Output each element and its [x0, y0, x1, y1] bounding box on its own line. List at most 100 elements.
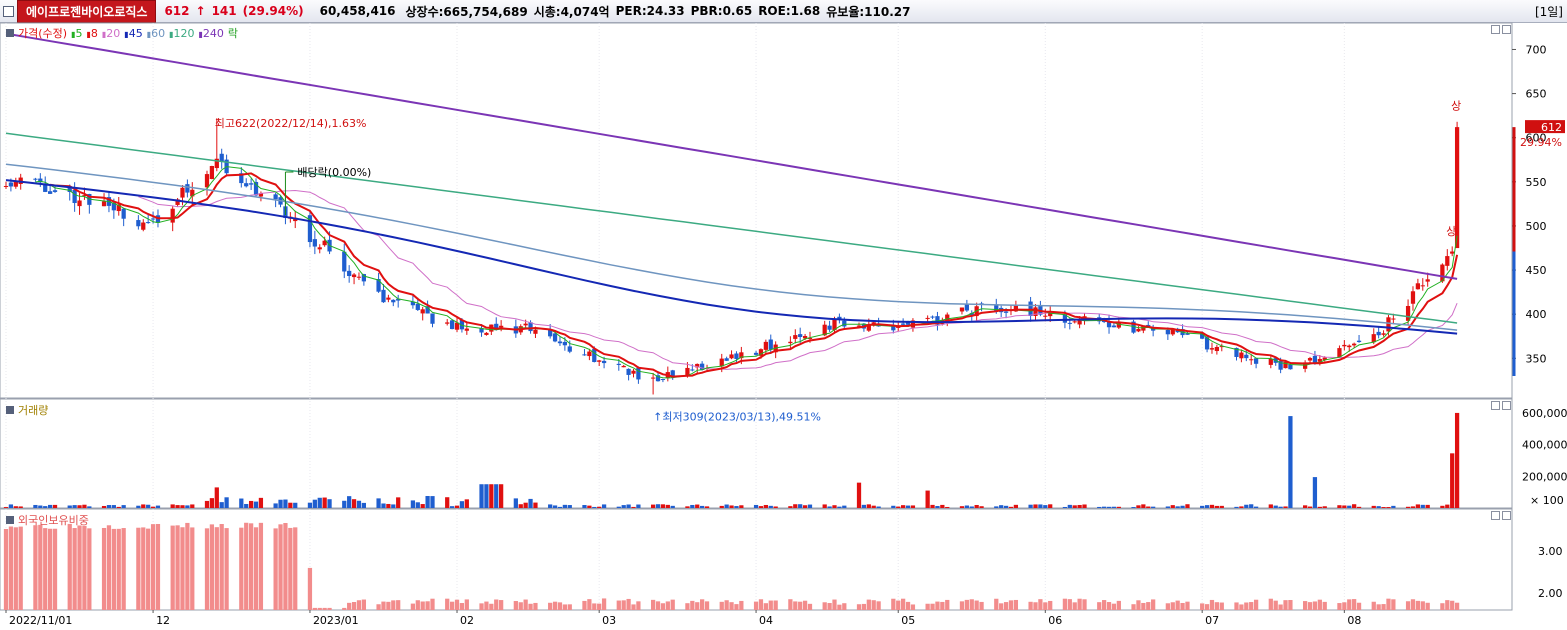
ma-legend-item[interactable]: ▮5 [71, 27, 82, 40]
foreign-holding-bar [288, 527, 293, 610]
candle-body [1288, 364, 1293, 370]
volume-bar [116, 506, 121, 508]
ma60-line [5, 163, 1458, 331]
dividend-annotation: 배당락(0.00%) [297, 166, 371, 179]
candle-body [753, 352, 759, 355]
foreign-holding-bar [562, 604, 567, 610]
candle-body [758, 349, 764, 356]
foreign-holding-bar [347, 602, 352, 610]
candle-body [1410, 291, 1416, 304]
candle-body [415, 303, 420, 310]
candle-body [587, 351, 592, 357]
ma-legend-item[interactable]: ▮8 [86, 27, 97, 40]
stock-name[interactable]: 에이프로젠바이오로직스 [17, 0, 157, 23]
ma-legend-item[interactable]: ▮240 [199, 27, 224, 40]
foreign-holding-bar [999, 603, 1004, 610]
volume-bar [258, 497, 264, 508]
candle-body [1048, 312, 1053, 317]
volume-bar [523, 502, 528, 508]
candle-body [798, 334, 803, 338]
candle-body [807, 338, 813, 340]
volume-bar [87, 506, 92, 508]
foreign-holding-bar [327, 607, 332, 610]
panel-menu-icon[interactable] [6, 406, 14, 414]
ma-legend-item[interactable]: ▮60 [147, 27, 165, 40]
volume-bar [1450, 453, 1455, 508]
candle-body [925, 317, 930, 319]
foreign-holding-bar [1322, 601, 1327, 610]
candle-body [1249, 359, 1254, 361]
candle-body [386, 297, 391, 300]
ma-legend-item[interactable]: ▮20 [102, 27, 120, 40]
candle-body [1450, 251, 1455, 254]
volume-bar [288, 502, 293, 508]
foreign-holding-bar [116, 528, 121, 610]
volume-bar [219, 502, 224, 508]
per-value: PER:24.33 [615, 4, 685, 18]
candle-body [38, 178, 43, 183]
volume-bar [1278, 506, 1283, 508]
candle-body [1244, 354, 1249, 359]
volume-bar [1165, 506, 1170, 508]
volume-bar [729, 505, 734, 508]
foreign-holding-bar [351, 602, 357, 610]
volume-bar [700, 505, 705, 508]
foreign-holding-bar [376, 604, 381, 610]
candle-body [1013, 305, 1019, 312]
foreign-holding-bar [1234, 602, 1239, 610]
candle-body [802, 335, 808, 339]
volume-bar [317, 497, 322, 508]
high-annotation: 최고622(2022/12/14),1.63% [215, 117, 367, 130]
price-panel-close-icon[interactable] [1502, 25, 1511, 34]
foreign-holding-bar [616, 600, 621, 610]
roe-value: ROE:1.68 [758, 4, 821, 18]
volume-bar [420, 504, 425, 508]
foreign-holding-bar [763, 603, 768, 610]
listed-shares: 상장수:665,754,689 [405, 4, 528, 19]
period-selector[interactable]: [1일] [1534, 5, 1563, 19]
volume-bar [1239, 506, 1244, 508]
foreign-y-tick-label: 3.00 [1538, 545, 1563, 558]
volume-bar [1307, 506, 1313, 508]
candle-body [116, 204, 121, 212]
foreign-panel-close-icon[interactable] [1502, 511, 1511, 520]
volume-bar [528, 498, 533, 508]
panel-menu-icon[interactable] [6, 516, 14, 524]
ma-legend-item[interactable]: ▮120 [169, 27, 194, 40]
foreign-holding-bar [111, 528, 116, 610]
volume-bar [273, 503, 278, 508]
candle-body [150, 218, 156, 220]
volume-bar [1273, 505, 1278, 508]
x-tick-label: 05 [901, 614, 915, 627]
foreign-holding-bar [901, 598, 906, 610]
foreign-holding-bar [1131, 604, 1136, 610]
price-panel-minimize-icon[interactable] [1491, 25, 1500, 34]
volume-bar [974, 504, 979, 508]
volume-bar [1170, 505, 1175, 508]
volume-panel-minimize-icon[interactable] [1491, 401, 1500, 410]
ma-legend-marker: ▮ [169, 29, 174, 39]
select-checkbox[interactable] [3, 5, 14, 17]
panel-menu-icon[interactable] [6, 29, 14, 37]
candle-body [700, 363, 705, 370]
foreign-holding-bar [940, 601, 945, 610]
volume-bar [327, 499, 332, 508]
foreign-holding-bar [729, 602, 734, 610]
foreign-panel-minimize-icon[interactable] [1491, 511, 1500, 520]
volume-bar [170, 504, 175, 508]
volume-panel-close-icon[interactable] [1502, 401, 1511, 410]
volume-bar [1106, 506, 1112, 508]
candle-body [557, 341, 563, 344]
ma5-line [35, 166, 1458, 379]
ma-legend-item[interactable]: ▮45 [124, 27, 142, 40]
candle-body [8, 182, 14, 187]
x-tick-label: 07 [1205, 614, 1219, 627]
volume-bar [969, 506, 974, 508]
foreign-holding-bar [592, 603, 597, 610]
foreign-holding-bar [77, 525, 82, 610]
volume-bar [307, 502, 313, 508]
candle-body [548, 329, 553, 337]
volume-bar [1420, 504, 1425, 508]
foreign-holding-bar [1352, 599, 1357, 610]
candle-body [170, 208, 175, 223]
